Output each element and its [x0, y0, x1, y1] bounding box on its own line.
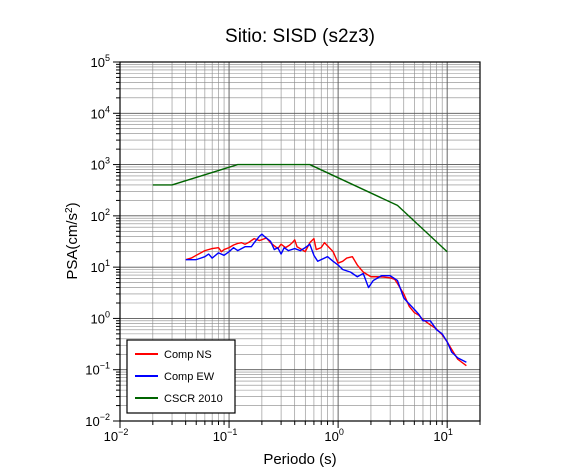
x-tick-label-exp: 0: [339, 427, 344, 437]
x-tick-label: 10−1: [213, 427, 238, 444]
y-tick-label-base: 10: [91, 106, 105, 121]
x-tick-label-base: 10: [433, 429, 447, 444]
y-tick-label-exp: −2: [100, 412, 110, 422]
y-tick-label: 101: [91, 258, 110, 275]
y-tick-label: 10−2: [85, 412, 110, 429]
y-tick-label-base: 10: [91, 209, 105, 224]
y-tick-label: 10−1: [85, 361, 110, 378]
legend: Comp NS Comp EW CSCR 2010: [126, 339, 236, 414]
y-tick-label: 103: [91, 156, 110, 173]
series-layer: [152, 163, 467, 367]
x-axis: 10−2 10−1 100 101: [104, 421, 481, 444]
x-tick-label: 101: [433, 427, 452, 444]
y-tick-label-base: 10: [91, 158, 105, 173]
y-tick-label-base: 10: [91, 311, 105, 326]
chart-title: Sitio: SISD (s2z3): [225, 26, 375, 47]
x-tick-label-exp: −1: [227, 427, 237, 437]
y-tick-label: 102: [91, 207, 110, 224]
series-line-comp-ew: [185, 233, 467, 363]
x-tick-label-exp: −2: [118, 427, 128, 437]
plot-frame: [119, 61, 481, 422]
y-tick-label-base: 10: [85, 363, 99, 378]
y-axis-label: PSA(cm/s2): [64, 202, 82, 279]
y-tick-label-exp: 2: [105, 207, 110, 217]
y-tick-label-base: 10: [85, 414, 99, 429]
legend-entries: Comp NS Comp EW CSCR 2010: [135, 349, 223, 405]
y-tick-label: 105: [91, 53, 110, 70]
legend-label-cscr-2010: CSCR 2010: [164, 393, 223, 405]
y-tick-label-exp: −1: [100, 361, 110, 371]
x-tick-label-base: 10: [213, 429, 227, 444]
legend-label-comp-ns: Comp NS: [164, 349, 212, 361]
y-axis-label-exp: 2: [64, 207, 75, 213]
x-tick-label: 100: [324, 427, 343, 444]
y-tick-label-exp: 1: [105, 258, 110, 268]
y-tick-label-exp: 0: [105, 309, 110, 319]
series-line-comp-ns: [185, 237, 467, 367]
x-tick-label-exp: 1: [448, 427, 453, 437]
y-tick-label-exp: 5: [105, 53, 110, 63]
x-axis-label: Periodo (s): [263, 451, 336, 468]
x-tick-label: 10−2: [104, 427, 129, 444]
y-tick-label: 100: [91, 309, 110, 326]
y-axis-label-base: PSA(cm/s: [64, 213, 81, 280]
y-tick-label-exp: 3: [105, 156, 110, 166]
x-tick-label-base: 10: [104, 429, 118, 444]
y-axis-label-tail: ): [64, 202, 81, 207]
y-tick-label-base: 10: [91, 260, 105, 275]
x-tick-label-base: 10: [324, 429, 338, 444]
series-line-cscr-2010: [152, 163, 448, 253]
y-tick-label-exp: 4: [105, 104, 110, 114]
legend-label-comp-ew: Comp EW: [164, 371, 215, 383]
y-tick-label: 104: [91, 104, 110, 121]
y-tick-label-base: 10: [91, 55, 105, 70]
